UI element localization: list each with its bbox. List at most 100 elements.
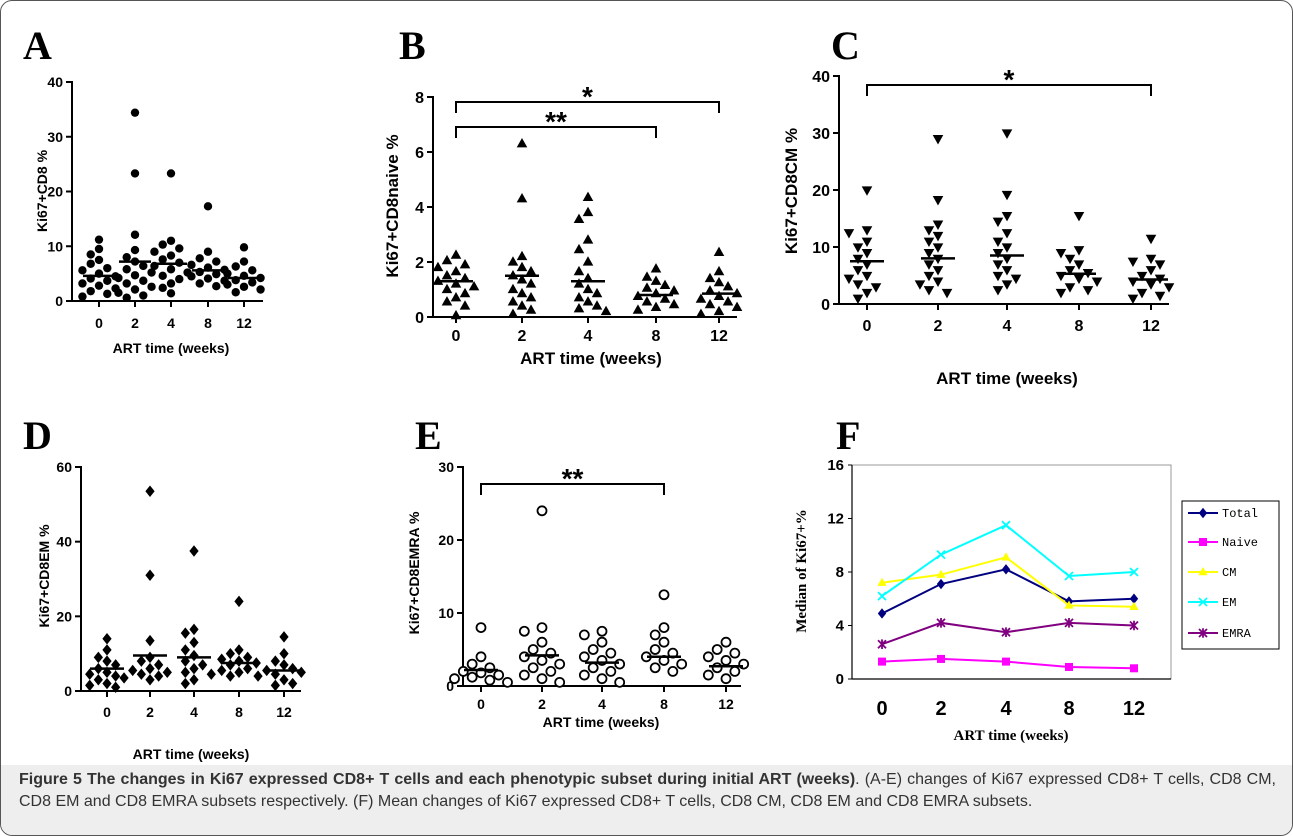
data-point [1064,266,1076,276]
data-point [516,250,528,261]
data-point [212,282,221,291]
y-tick-label: 0 [415,310,424,327]
data-point [582,206,594,217]
data-point [516,300,528,310]
data-point [536,673,548,685]
series-total-point [936,578,946,590]
series-total-point [1129,593,1139,604]
data-point [475,622,487,633]
data-point [217,664,227,677]
legend-em-label: EM [1222,596,1236,610]
significance-label: ** [562,463,584,494]
data-point [136,655,146,667]
y-tick-label: 40 [47,74,63,90]
data-point [704,272,716,283]
data-point [578,651,590,663]
data-point [650,263,662,273]
y-axis-label: Ki67+CD8EMRA % [406,511,422,634]
data-point [1055,288,1067,299]
data-point [605,666,617,677]
data-point [1136,271,1148,282]
data-point [1073,211,1085,222]
data-point [676,658,688,670]
series-cm-point [1001,552,1011,561]
y-tick-label: 30 [47,129,63,145]
data-point [145,569,155,581]
data-point [518,625,530,637]
panel-d-letter: D [23,413,52,458]
data-point [992,271,1004,282]
data-point [432,261,444,272]
data-point [932,277,944,287]
data-point [614,658,626,670]
data-point [596,636,608,648]
data-point [852,294,864,305]
data-point [103,289,112,299]
data-point [468,281,480,291]
data-point [231,262,240,271]
data-point [923,249,935,259]
data-point [248,266,257,275]
data-point [914,280,926,290]
figure-caption: Figure 5 The changes in Ki67 expressed C… [1,765,1292,835]
x-tick-label: 0 [95,315,103,331]
data-point [702,651,714,663]
data-point [596,673,608,685]
y-tick-label: 40 [56,534,72,550]
data-point [554,676,566,688]
series-total-point [877,608,887,619]
legend-total-marker [1198,507,1208,519]
data-point [932,231,944,242]
data-point [279,659,289,671]
y-axis-label: Ki67+CD8 % [34,149,50,232]
legend-emra-label: EMRA [1222,627,1252,641]
data-point [1001,211,1013,222]
significance-bracket [455,101,720,113]
legend-box [1181,500,1280,650]
data-point [231,288,240,297]
data-point [923,260,935,270]
x-axis-label: ART time (weeks) [133,746,250,762]
data-point [658,589,670,601]
x-tick-label: 8 [1063,698,1074,720]
data-point [507,296,519,306]
data-point [923,237,935,248]
significance-label: * [582,81,593,112]
data-point [852,266,864,276]
data-point [582,256,594,266]
data-point [668,298,680,309]
data-point [659,293,671,303]
data-point [582,234,594,244]
data-point [573,243,585,254]
data-point [459,300,471,310]
x-tick-label: 4 [584,328,593,345]
data-point [852,280,864,290]
data-point [1073,246,1085,256]
data-point [536,505,548,517]
data-point [658,636,670,648]
data-point [554,658,566,670]
data-point [536,655,548,666]
data-point [102,633,112,645]
data-point [1145,280,1157,290]
data-point [493,669,505,681]
y-tick-label: 8 [415,90,424,107]
data-point [86,250,95,259]
data-point [256,273,265,283]
data-point [225,659,235,671]
data-point [279,631,289,643]
data-point [441,296,453,306]
data-point [122,265,131,274]
data-point [1064,283,1076,293]
data-point [582,296,594,306]
data-point [122,253,131,262]
x-tick-label: 8 [204,315,212,331]
data-point [145,662,155,675]
data-point [932,196,944,206]
panel-e-letter: E [415,413,442,458]
panel-a-letter: A [23,23,52,68]
data-point [932,266,944,276]
data-point [704,285,716,295]
data-point [450,292,462,302]
data-point [459,272,471,283]
